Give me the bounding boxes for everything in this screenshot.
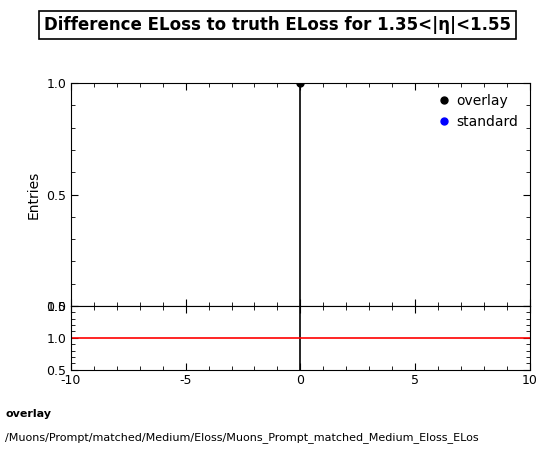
Text: overlay: overlay xyxy=(5,409,51,419)
Legend: overlay, standard: overlay, standard xyxy=(433,90,523,134)
Text: /Muons/Prompt/matched/Medium/Eloss/Muons_Prompt_matched_Medium_Eloss_ELos: /Muons/Prompt/matched/Medium/Eloss/Muons… xyxy=(5,432,479,443)
Text: Difference ELoss to truth ELoss for 1.35<|η|<1.55: Difference ELoss to truth ELoss for 1.35… xyxy=(44,16,511,34)
Y-axis label: Entries: Entries xyxy=(27,170,40,219)
